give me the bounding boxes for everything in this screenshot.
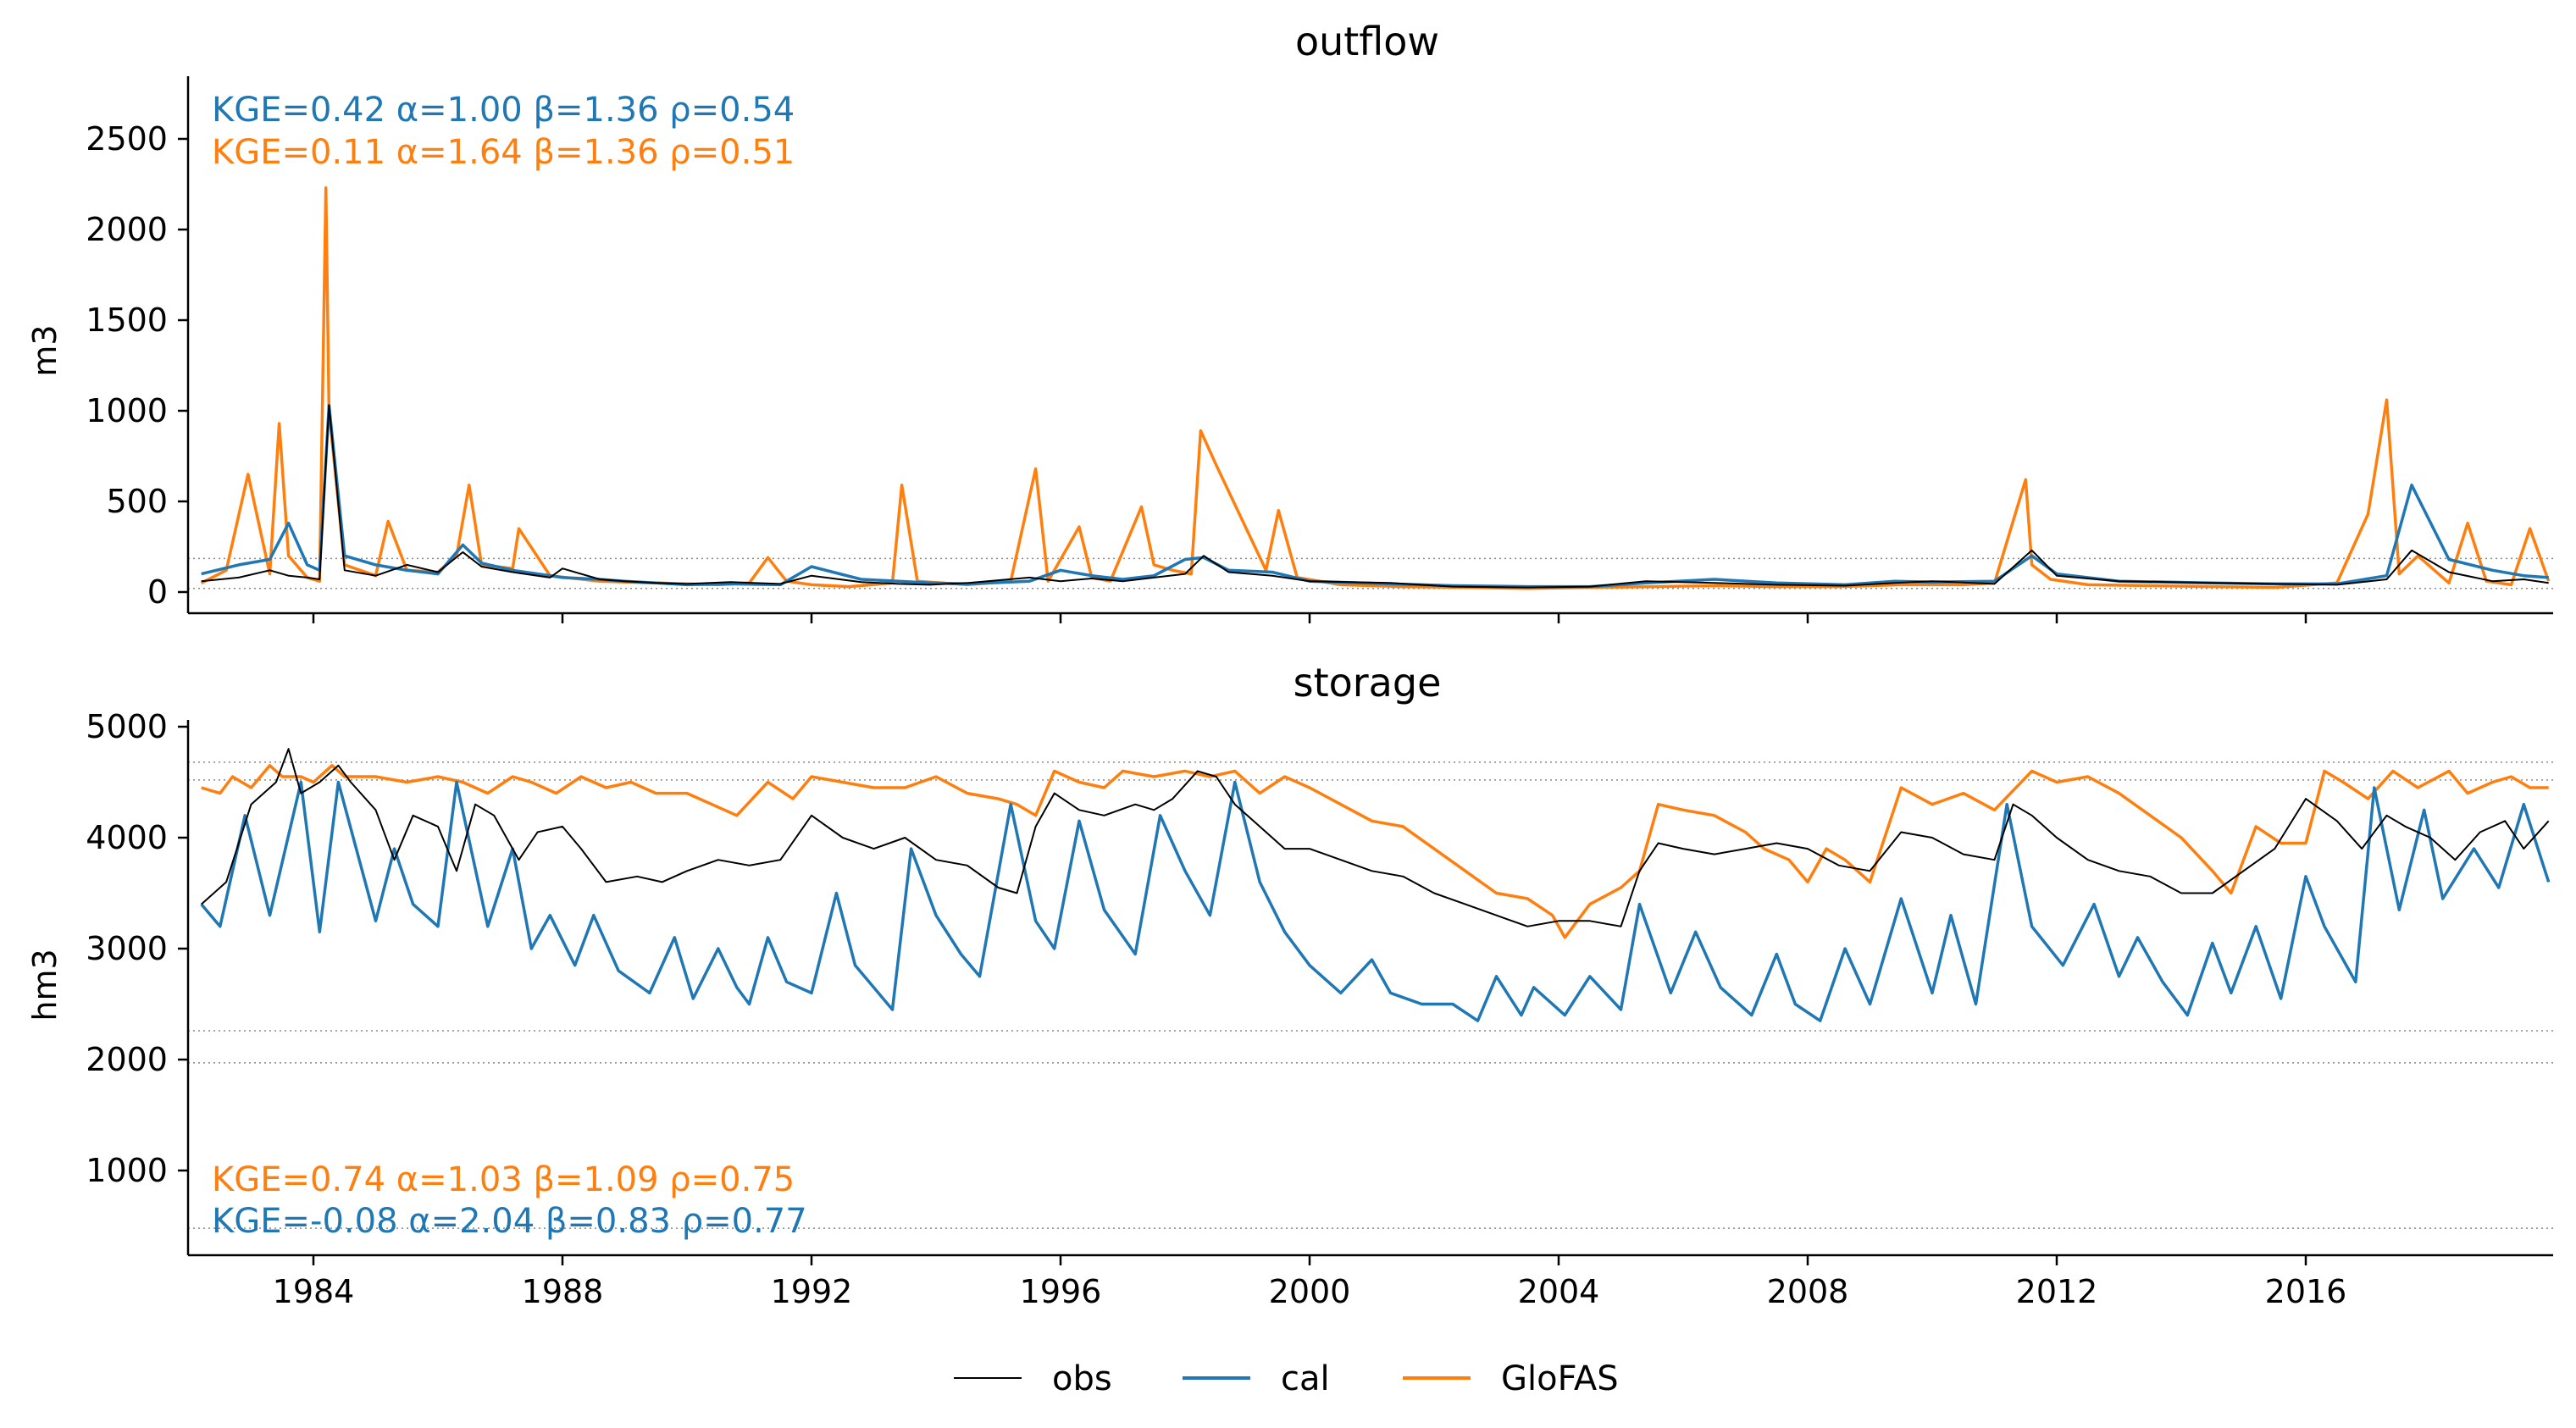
outflow-series-glofas [200,186,2551,590]
storage-y-tick-label: 2000 [86,1041,168,1078]
outflow-y-tick-label: 1000 [86,392,168,429]
storage-y-axis-label: hm3 [26,949,64,1021]
outflow-y-tick-label: 2000 [86,211,168,248]
outflow-y-tick-label: 500 [106,483,168,520]
storage-series-cal [200,780,2551,1022]
x-tick-label: 1984 [273,1273,355,1310]
outflow-glofas-metrics: KGE=0.11 α=1.64 β=1.36 ρ=0.51 [212,133,795,172]
storage-y-tick-label: 3000 [86,930,168,967]
outflow-y-tick-label: 2500 [86,120,168,158]
storage-y-ticks: 1000 2000 3000 4000 5000 [86,708,188,1189]
legend: obs cal GloFAS [954,1359,1619,1398]
storage-plot-lines [200,748,2551,1022]
storage-series-glofas [201,764,2549,939]
storage-panel-title: storage [1294,660,1442,706]
x-tick-label: 2012 [2016,1273,2098,1310]
storage-panel: storage hm3 1000 2000 3000 4000 5000 198… [26,660,2553,1310]
storage-glofas-metrics: KGE=0.74 α=1.03 β=1.09 ρ=0.75 [212,1160,795,1199]
storage-y-tick-label: 1000 [86,1152,168,1189]
outflow-y-tick-label: 1500 [86,302,168,339]
outflow-series-obs [201,404,2549,589]
outflow-panel-title: outflow [1295,19,1439,64]
legend-cal-label: cal [1281,1359,1330,1398]
x-tick-label: 1996 [1020,1273,1102,1310]
outflow-series-cal [201,403,2549,589]
legend-glofas-label: GloFAS [1501,1359,1619,1398]
storage-series-obs [201,748,2550,927]
x-tick-label: 1992 [771,1273,853,1310]
x-tick-label: 2004 [1518,1273,1600,1310]
x-tick-label: 2008 [1767,1273,1849,1310]
outflow-x-ticks [312,613,2307,623]
outflow-y-axis-label: m3 [26,324,64,376]
x-tick-label: 2000 [1269,1273,1351,1310]
x-tick-label: 2016 [2265,1273,2347,1310]
outflow-y-ticks: 0 500 1000 1500 2000 2500 [86,120,188,611]
storage-cal-metrics: KGE=-0.08 α=2.04 β=0.83 ρ=0.77 [212,1202,807,1241]
legend-obs-label: obs [1052,1359,1112,1398]
outflow-panel: outflow m3 0 500 1000 1500 2000 2500 [26,19,2553,623]
storage-x-ticks: 1984 1988 1992 1996 2000 2004 2008 2012 … [273,1255,2347,1310]
x-tick-label: 1988 [522,1273,604,1310]
outflow-y-tick-label: 0 [147,573,168,611]
outflow-cal-metrics: KGE=0.42 α=1.00 β=1.36 ρ=0.54 [212,91,795,130]
storage-y-tick-label: 4000 [86,819,168,856]
outflow-plot-lines [200,186,2551,590]
storage-y-tick-label: 5000 [86,708,168,745]
